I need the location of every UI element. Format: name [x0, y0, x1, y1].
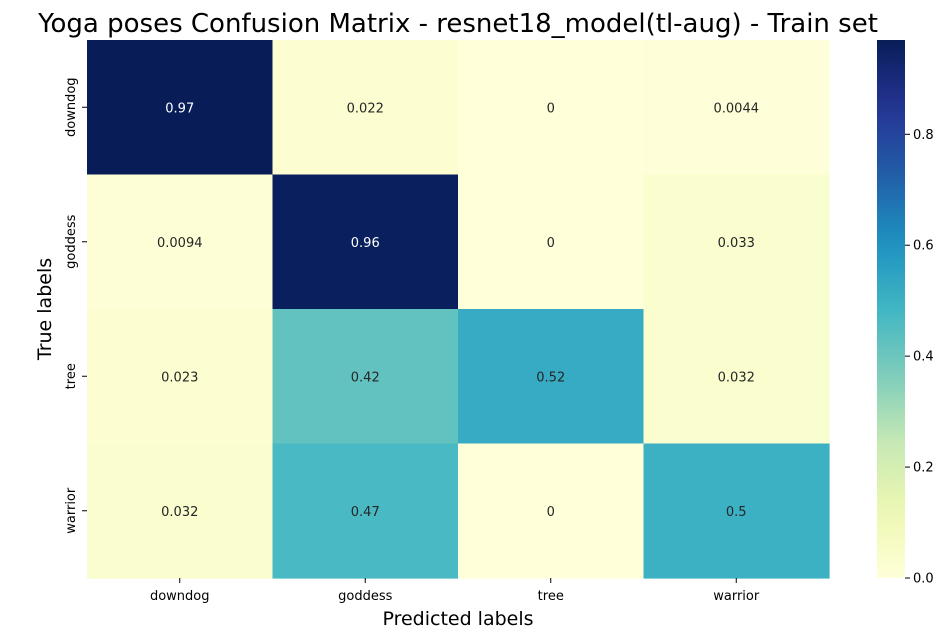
heatmap-cell-2-0 — [87, 309, 274, 445]
cell-label-1-2: 0 — [547, 236, 555, 251]
colorbar-tick-label-2: 0.4 — [913, 350, 934, 365]
cell-label-0-2: 0 — [547, 101, 555, 116]
heatmap-cell-3-3 — [643, 443, 830, 579]
y-tick-label-1: goddess — [64, 214, 79, 268]
cell-label-0-3: 0.0044 — [714, 101, 760, 116]
cell-label-3-2: 0 — [547, 505, 555, 520]
x-tick-label-3: warrior — [713, 589, 760, 604]
cell-label-2-0: 0.023 — [161, 370, 198, 385]
colorbar-tick-label-1: 0.2 — [913, 461, 934, 476]
heatmap-cell-3-0 — [87, 443, 274, 579]
heatmap-cell-3-1 — [272, 443, 459, 579]
y-tick-label-2: tree — [64, 363, 79, 389]
heatmap-cell-0-0 — [87, 40, 274, 176]
cell-label-1-0: 0.0094 — [157, 236, 203, 251]
x-axis-ticks: downdog goddess tree warrior — [150, 578, 760, 604]
heatmap-cell-1-3 — [643, 174, 830, 310]
y-axis-ticks: downdog goddess tree warrior — [64, 77, 87, 534]
heatmap-cell-1-1 — [272, 174, 459, 310]
heatmap-cells — [87, 40, 830, 579]
cell-label-3-3: 0.5 — [726, 505, 747, 520]
cell-labels: 0.97 0.022 0 0.0044 0.0094 0.96 0 0.033 0.023 0.4… — [157, 101, 759, 520]
cell-label-1-3: 0.033 — [718, 236, 755, 251]
colorbar-tick-label-0: 0.0 — [913, 572, 934, 587]
x-tick-label-2: tree — [538, 589, 564, 604]
y-axis-label: True labels — [34, 258, 56, 361]
chart-title: Yoga poses Confusion Matrix - resnet18_m… — [37, 9, 878, 39]
heatmap-cell-1-2 — [458, 174, 645, 310]
heatmap-cell-2-1 — [272, 309, 459, 445]
cell-label-1-1: 0.96 — [351, 236, 380, 251]
x-tick-label-1: goddess — [338, 589, 392, 604]
heatmap-cell-2-2 — [458, 309, 645, 445]
colorbar-ticks: 0.0 0.2 0.4 0.6 0.8 — [905, 128, 934, 587]
cell-label-2-1: 0.42 — [351, 370, 380, 385]
cell-label-2-2: 0.52 — [536, 370, 565, 385]
heatmap-cell-0-3 — [643, 40, 830, 176]
x-tick-label-0: downdog — [150, 589, 210, 604]
colorbar — [877, 40, 905, 578]
heatmap-cell-2-3 — [643, 309, 830, 445]
heatmap-cell-0-2 — [458, 40, 645, 176]
heatmap-cell-3-2 — [458, 443, 645, 579]
colorbar-tick-label-4: 0.8 — [913, 128, 934, 143]
cell-label-0-1: 0.022 — [347, 101, 384, 116]
cell-label-0-0: 0.97 — [165, 101, 194, 116]
colorbar-tick-label-3: 0.6 — [913, 239, 934, 254]
cell-label-2-3: 0.032 — [718, 370, 755, 385]
heatmap-cell-1-0 — [87, 174, 274, 310]
y-tick-label-3: warrior — [64, 487, 79, 534]
cell-label-3-1: 0.47 — [351, 505, 380, 520]
x-axis-label: Predicted labels — [382, 608, 533, 630]
heatmap-cell-0-1 — [272, 40, 459, 176]
cell-label-3-0: 0.032 — [161, 505, 198, 520]
y-tick-label-0: downdog — [64, 77, 79, 137]
